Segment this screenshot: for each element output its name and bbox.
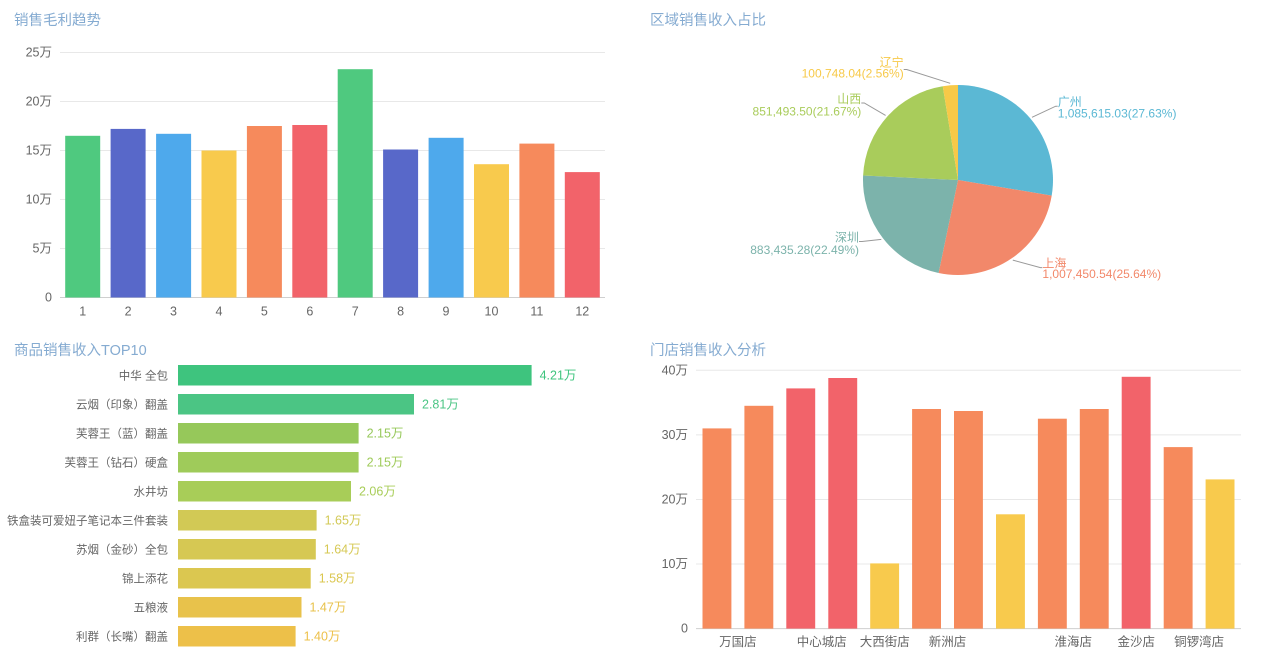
svg-text:12: 12 — [575, 305, 589, 319]
svg-text:苏烟（金砂）全包: 苏烟（金砂）全包 — [76, 542, 168, 556]
svg-text:40万: 40万 — [662, 363, 688, 377]
svg-text:水井坊: 水井坊 — [134, 484, 169, 498]
svg-text:万国店: 万国店 — [719, 635, 757, 649]
svg-text:金沙店: 金沙店 — [1117, 634, 1155, 649]
svg-text:10万: 10万 — [662, 557, 688, 571]
svg-text:3: 3 — [170, 305, 177, 319]
svg-text:30万: 30万 — [662, 428, 688, 442]
svg-text:新洲店: 新洲店 — [929, 634, 967, 649]
svg-text:铜锣湾店: 铜锣湾店 — [1174, 634, 1224, 649]
svg-text:20万: 20万 — [662, 493, 688, 507]
svg-text:2.15万: 2.15万 — [367, 455, 404, 469]
svg-text:0: 0 — [45, 291, 52, 305]
svg-text:11: 11 — [530, 305, 543, 319]
svg-text:芙蓉王（蓝）翻盖: 芙蓉王（蓝）翻盖 — [76, 427, 168, 441]
svg-text:25万: 25万 — [26, 46, 52, 60]
svg-text:8: 8 — [397, 305, 404, 319]
svg-text:9: 9 — [443, 305, 450, 319]
svg-text:淮海店: 淮海店 — [1055, 634, 1093, 649]
svg-text:20万: 20万 — [26, 95, 52, 109]
svg-text:883,435.28(22.49%): 883,435.28(22.49%) — [750, 243, 859, 257]
svg-text:1,007,450.54(25.64%): 1,007,450.54(25.64%) — [1042, 267, 1161, 281]
svg-text:100,748.04(2.56%): 100,748.04(2.56%) — [802, 66, 904, 80]
svg-text:2: 2 — [125, 305, 132, 319]
svg-text:中心城店: 中心城店 — [797, 634, 847, 649]
svg-text:4.21万: 4.21万 — [540, 369, 577, 383]
svg-text:1,085,615.03(27.63%): 1,085,615.03(27.63%) — [1058, 106, 1177, 120]
svg-text:4: 4 — [216, 305, 223, 319]
svg-text:7: 7 — [352, 305, 359, 319]
svg-text:1.47万: 1.47万 — [310, 600, 347, 614]
svg-text:2.06万: 2.06万 — [359, 484, 396, 498]
svg-text:5万: 5万 — [33, 242, 52, 256]
svg-text:1: 1 — [79, 305, 86, 319]
svg-text:5: 5 — [261, 305, 268, 319]
svg-text:15万: 15万 — [26, 144, 52, 158]
svg-text:中华 全包: 中华 全包 — [119, 369, 169, 383]
svg-text:2.81万: 2.81万 — [422, 398, 459, 412]
svg-text:6: 6 — [306, 305, 313, 319]
svg-text:云烟（印象）翻盖: 云烟（印象）翻盖 — [76, 398, 168, 412]
svg-text:10: 10 — [485, 305, 499, 319]
svg-text:大西街店: 大西街店 — [860, 635, 910, 649]
svg-text:10万: 10万 — [26, 193, 52, 207]
svg-text:芙蓉王（钻石）硬盒: 芙蓉王（钻石）硬盒 — [65, 455, 169, 469]
svg-text:1.65万: 1.65万 — [325, 513, 362, 527]
svg-text:锦上添花: 锦上添花 — [122, 571, 168, 585]
svg-text:2.15万: 2.15万 — [367, 427, 404, 441]
svg-text:铁盒装可爱妞子笔记本三件套装: 铁盒装可爱妞子笔记本三件套装 — [7, 513, 168, 527]
svg-text:1.64万: 1.64万 — [324, 542, 361, 556]
svg-text:0: 0 — [681, 622, 688, 636]
svg-text:五粮液: 五粮液 — [134, 600, 169, 614]
svg-text:1.58万: 1.58万 — [319, 571, 356, 585]
svg-text:1.40万: 1.40万 — [304, 629, 341, 643]
svg-text:利群（长嘴）翻盖: 利群（长嘴）翻盖 — [76, 629, 168, 643]
svg-text:851,493.50(21.67%): 851,493.50(21.67%) — [753, 104, 862, 118]
